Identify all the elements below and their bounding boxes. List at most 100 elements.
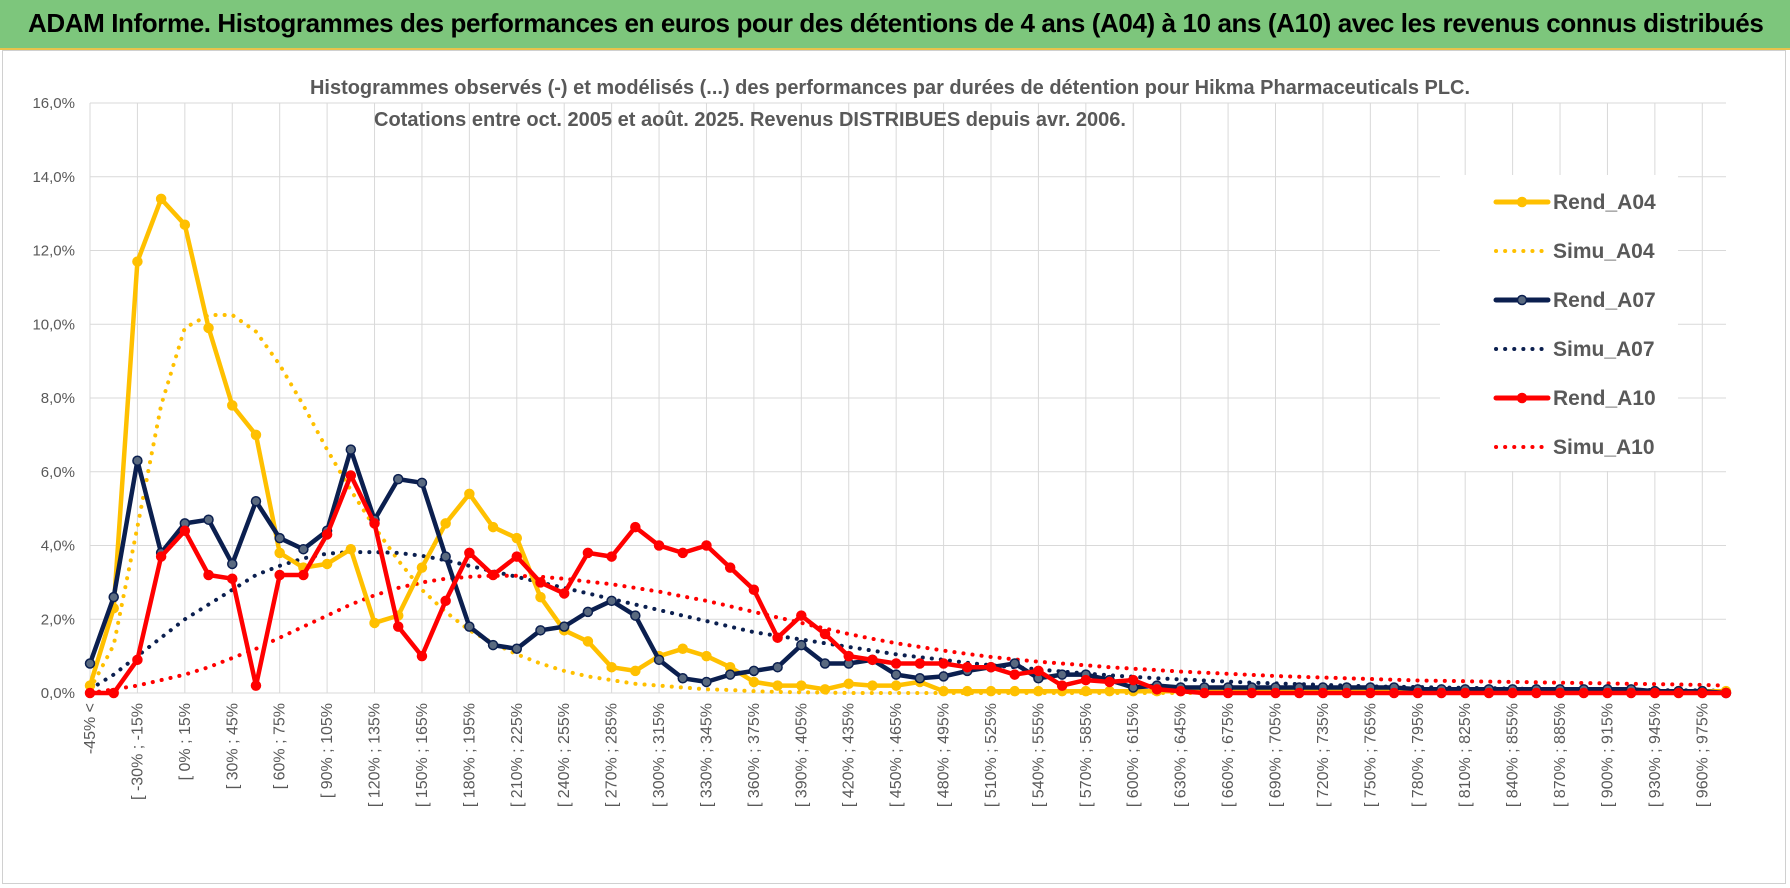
series-rend-a07: [84, 444, 1732, 699]
data-point: [796, 680, 807, 691]
data-point: [464, 547, 475, 559]
data-point: [392, 621, 404, 632]
x-tick-label: -45% <: [82, 703, 99, 754]
data-point: [1151, 684, 1163, 695]
data-point: [321, 558, 333, 570]
data-point: [772, 632, 783, 643]
x-tick-label: [ 180% ; 195%: [461, 703, 478, 807]
data-point: [724, 669, 736, 680]
data-point: [867, 654, 878, 666]
x-tick-label: [ 390% ; 405%: [793, 703, 810, 807]
x-tick-label: [ 60% ; 75%: [272, 703, 289, 789]
data-point: [985, 661, 997, 673]
data-point: [914, 673, 926, 684]
y-tick-label: 12,0%: [32, 243, 75, 260]
data-point: [938, 658, 949, 669]
data-point: [345, 444, 357, 455]
data-point: [274, 569, 285, 581]
data-point: [701, 650, 712, 662]
data-point: [487, 521, 499, 533]
data-point: [1104, 685, 1115, 697]
data-point: [1246, 687, 1258, 699]
y-tick-label: 8,0%: [41, 390, 75, 407]
data-point: [582, 547, 594, 559]
data-point: [1317, 687, 1329, 699]
data-point: [1412, 687, 1424, 699]
data-point: [630, 521, 641, 533]
x-tick-label: [ 150% ; 165%: [414, 703, 431, 807]
data-point: [511, 643, 523, 654]
data-point: [630, 610, 641, 621]
data-point: [535, 625, 546, 636]
legend: Rend_A04 Simu_A04 Rend_A07 Simu_A07 Rend_A10…: [1440, 175, 1678, 471]
x-tick-label: [ 270% ; 285%: [604, 703, 621, 807]
y-tick-label: 0,0%: [41, 685, 75, 702]
data-point: [1436, 687, 1447, 699]
legend-marker: [1516, 294, 1528, 306]
data-point: [535, 577, 546, 588]
chart-frame: [2, 50, 1786, 884]
data-point: [345, 470, 357, 481]
data-point: [345, 543, 357, 555]
data-point: [464, 621, 475, 632]
data-point: [1080, 685, 1092, 697]
data-point: [606, 551, 617, 562]
data-point: [179, 525, 191, 536]
series-layer: [84, 193, 1732, 699]
x-tick-label: [ 480% ; 495%: [936, 703, 953, 807]
x-tick-label: [ 810% ; 825%: [1457, 703, 1474, 807]
data-point: [440, 595, 451, 607]
data-point: [748, 676, 760, 688]
legend-label: Rend_A07: [1553, 289, 1656, 312]
x-tick-label: [ 690% ; 705%: [1268, 703, 1285, 807]
data-point: [203, 514, 214, 525]
x-tick-label: [ 630% ; 645%: [1173, 703, 1190, 807]
x-tick-label: [ 420% ; 435%: [841, 703, 858, 807]
data-point: [1720, 687, 1732, 699]
data-point: [203, 322, 214, 334]
data-point: [1033, 665, 1044, 677]
legend-marker: [1516, 392, 1528, 404]
x-tick-label: [ 870% ; 885%: [1552, 703, 1569, 807]
data-point: [250, 680, 262, 691]
x-tick-label: [ 750% ; 765%: [1362, 703, 1379, 807]
data-point: [1578, 687, 1589, 699]
x-axis-labels: -45% < [ -30% ; -15% [ 0% ; 15% [ 30% ; 45%…: [82, 703, 1711, 807]
x-tick-label: [ 960% ; 975%: [1694, 703, 1711, 807]
data-point: [748, 665, 760, 677]
y-tick-label: 4,0%: [41, 538, 75, 555]
data-point: [772, 680, 783, 691]
data-point: [84, 658, 96, 669]
data-point: [1554, 687, 1566, 699]
x-tick-label: [ 600% ; 615%: [1125, 703, 1142, 807]
data-point: [1222, 687, 1234, 699]
data-point: [227, 400, 238, 411]
data-point: [558, 588, 570, 599]
series-line: [87, 473, 1729, 696]
data-point: [1009, 658, 1020, 669]
series-rend-a10: [84, 470, 1732, 699]
series-line: [88, 550, 1728, 693]
data-point: [630, 665, 641, 677]
y-tick-label: 2,0%: [41, 611, 75, 628]
data-point: [1056, 680, 1068, 691]
legend-label: Rend_A04: [1553, 191, 1656, 214]
data-point: [511, 551, 523, 562]
x-tick-label: [ 930% ; 945%: [1647, 703, 1664, 807]
data-point: [84, 687, 96, 699]
data-point: [1625, 687, 1637, 699]
data-point: [1341, 687, 1352, 699]
data-point: [298, 569, 309, 581]
data-point: [1009, 685, 1020, 697]
data-point: [440, 518, 451, 529]
report-title: ADAM Informe. Histogrammes des performan…: [28, 8, 1764, 38]
data-point: [203, 569, 214, 581]
chart-subtitle: Cotations entre oct. 2005 et août. 2025.…: [374, 109, 1126, 131]
x-tick-label: [ 300% ; 315%: [651, 703, 668, 807]
data-point: [701, 676, 712, 688]
x-tick-label: [ 900% ; 915%: [1599, 703, 1616, 807]
data-point: [416, 650, 428, 662]
data-point: [819, 658, 831, 669]
data-point: [416, 477, 428, 489]
